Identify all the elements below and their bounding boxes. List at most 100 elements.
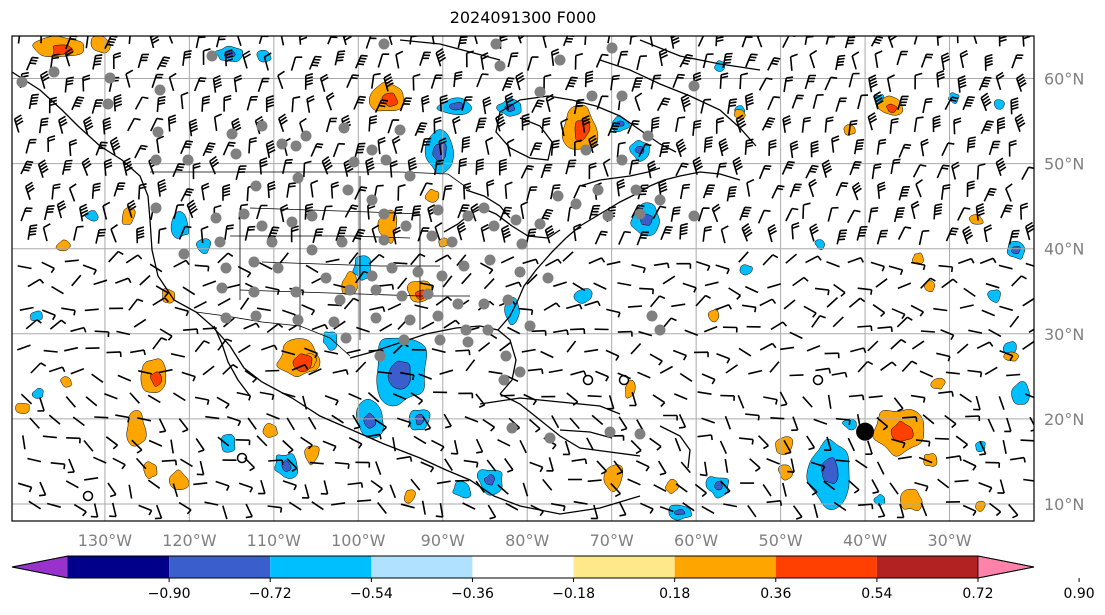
wind-barb [310,143,324,157]
wind-barb [659,142,670,158]
colorbar-segment [68,556,170,578]
station-marker [534,218,546,230]
wind-barb [893,207,905,223]
wind-barb [181,371,196,382]
anomaly-contour [1002,341,1017,354]
wind-barb [436,480,451,485]
longitude-tick-label: 80°W [505,531,549,550]
station-marker [366,270,378,282]
wind-barb [409,36,419,45]
wind-barb [388,36,394,46]
wind-barb [787,458,795,473]
wind-barb [762,483,772,497]
wind-barb [853,138,865,155]
wind-barb [973,36,978,45]
wind-barb [1024,393,1034,399]
wind-barb [596,95,609,110]
wind-barb [464,416,479,423]
wind-barb [527,56,539,71]
wind-barb [697,207,710,222]
wind-barb [64,48,74,67]
wind-barb [421,94,430,113]
wind-barb [122,157,133,176]
wind-barb [391,135,401,154]
wind-barb [980,120,994,135]
wind-barb [983,224,993,243]
wind-barb [417,227,430,242]
colorbar-tick-label: −0.90 [148,586,191,602]
wind-barb [1020,439,1034,442]
wind-barb [290,225,299,243]
wind-barb [911,340,925,350]
wind-barb [959,304,974,309]
wind-barb [1015,73,1027,92]
wind-barb [412,73,421,91]
station-marker [498,374,510,386]
wind-barb [672,73,685,88]
wind-barb [638,143,652,158]
station-marker [524,320,536,332]
wind-barb [212,74,223,93]
wind-barb [779,391,788,407]
wind-barb [37,397,45,412]
station-marker [256,120,268,132]
wind-barb [745,413,760,421]
wind-barb [847,257,865,264]
wind-barb [73,503,87,517]
wind-barb [43,205,55,221]
wind-barb [759,342,777,351]
wind-barb [201,95,211,112]
wind-barb [933,203,943,220]
wind-barb [27,224,38,240]
wind-barb [91,373,104,383]
wind-barb [704,281,719,287]
wind-barb [962,225,974,245]
wind-barb [801,116,812,133]
station-marker [366,144,378,156]
wind-barb [695,294,711,307]
wind-barb [521,348,536,353]
wind-barb [377,502,387,514]
wind-barb [179,458,193,468]
wind-barb [439,369,454,375]
wind-barb [387,119,400,134]
wind-barb [627,478,641,486]
wind-barb [789,331,803,340]
wind-barb [700,98,712,114]
wind-barb [697,391,712,395]
anomaly-contour [1011,245,1021,255]
station-marker [458,260,470,272]
wind-barb [30,362,47,374]
wind-barb [352,414,361,430]
wind-barb [334,461,350,469]
wind-barb [475,158,484,175]
wind-barb [835,459,850,463]
wind-barb [588,204,601,220]
wind-barb [759,298,777,307]
coastline [399,39,501,61]
station-marker [292,314,304,326]
wind-barb [182,50,192,66]
wind-barb [367,392,380,403]
wind-barb [739,437,754,445]
wind-barb [222,364,239,375]
wind-barb [233,74,243,93]
station-marker [286,216,298,228]
wind-barb [868,74,878,93]
wind-barb [605,349,620,361]
anomaly-contour [170,211,190,239]
wind-barb [653,262,670,269]
wind-barb [831,135,840,153]
wind-barb [675,116,686,132]
wind-barb [738,251,749,263]
wind-barb [808,178,818,198]
wind-barb [305,264,319,274]
wind-barb [28,500,42,510]
wind-barb [531,99,545,114]
wind-barb [51,285,64,295]
wind-barb [897,282,912,290]
wind-barb [346,74,359,89]
wind-barb [461,136,471,153]
stations [16,38,700,444]
wind-barb [1008,503,1019,519]
